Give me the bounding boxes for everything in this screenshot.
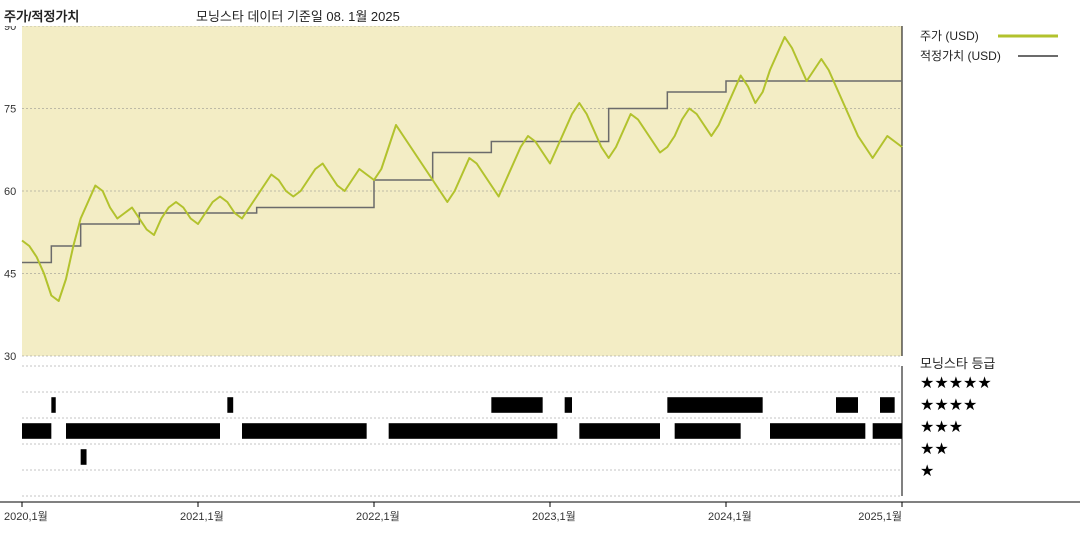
rating-title: 모닝스타 등급 bbox=[920, 356, 995, 371]
rating-bar bbox=[667, 397, 762, 413]
x-tick-label: 2021,1월 bbox=[180, 510, 224, 523]
rating-bar bbox=[389, 423, 558, 439]
rating-bar bbox=[66, 423, 220, 439]
rating-bar bbox=[51, 397, 55, 413]
rating-bar bbox=[880, 397, 895, 413]
rating-bar bbox=[491, 397, 542, 413]
y-tick-label: 30 bbox=[4, 351, 16, 363]
y-tick-label: 90 bbox=[4, 26, 16, 33]
y-tick-label: 45 bbox=[4, 269, 16, 281]
legend-price-label: 주가 (USD) bbox=[920, 29, 979, 43]
rating-bar bbox=[227, 397, 233, 413]
rating-bar bbox=[770, 423, 865, 439]
rating-star-row: ★ bbox=[920, 463, 934, 480]
legend-fair-label: 적정가치 (USD) bbox=[920, 49, 1001, 63]
x-tick-label: 2020,1월 bbox=[4, 510, 48, 523]
rating-bar bbox=[873, 423, 902, 439]
rating-bar bbox=[675, 423, 741, 439]
y-tick-label: 60 bbox=[4, 186, 16, 198]
x-tick-label: 2025,1월 bbox=[858, 510, 902, 523]
x-tick-label: 2022,1월 bbox=[356, 510, 400, 523]
rating-bar bbox=[242, 423, 367, 439]
chart-wrap: 3045607590주가 (USD)적정가치 (USD)모닝스타 등급★★★★★… bbox=[0, 26, 1080, 540]
price-fair-value-chart: 3045607590주가 (USD)적정가치 (USD)모닝스타 등급★★★★★… bbox=[0, 26, 1080, 540]
page-title: 주가/적정가치 bbox=[4, 6, 79, 25]
rating-bar bbox=[579, 423, 660, 439]
y-tick-label: 75 bbox=[4, 104, 16, 116]
rating-star-row: ★★ bbox=[920, 441, 949, 458]
rating-bar bbox=[22, 423, 51, 439]
rating-bar bbox=[81, 449, 87, 465]
page-subtitle: 모닝스타 데이터 기준일 08. 1월 2025 bbox=[196, 6, 400, 25]
chart-container: 주가/적정가치 모닝스타 데이터 기준일 08. 1월 2025 30 45 60 7… bbox=[0, 0, 1080, 540]
rating-bar bbox=[565, 397, 572, 413]
x-tick-label: 2024,1월 bbox=[708, 510, 752, 523]
rating-bar bbox=[836, 397, 858, 413]
rating-star-row: ★★★★★ bbox=[920, 375, 992, 392]
rating-star-row: ★★★★ bbox=[920, 397, 977, 414]
x-tick-label: 2023,1월 bbox=[532, 510, 576, 523]
rating-star-row: ★★★ bbox=[920, 419, 963, 436]
